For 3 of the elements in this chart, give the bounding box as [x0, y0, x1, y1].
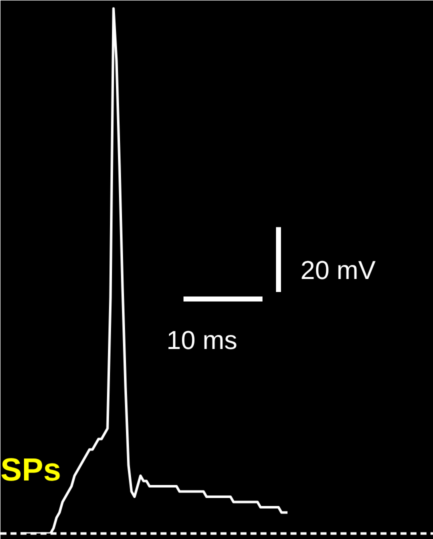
annotation: 10 ms [166, 324, 238, 355]
text: 20 mV [300, 254, 376, 285]
annotation: SPs [0, 452, 61, 488]
